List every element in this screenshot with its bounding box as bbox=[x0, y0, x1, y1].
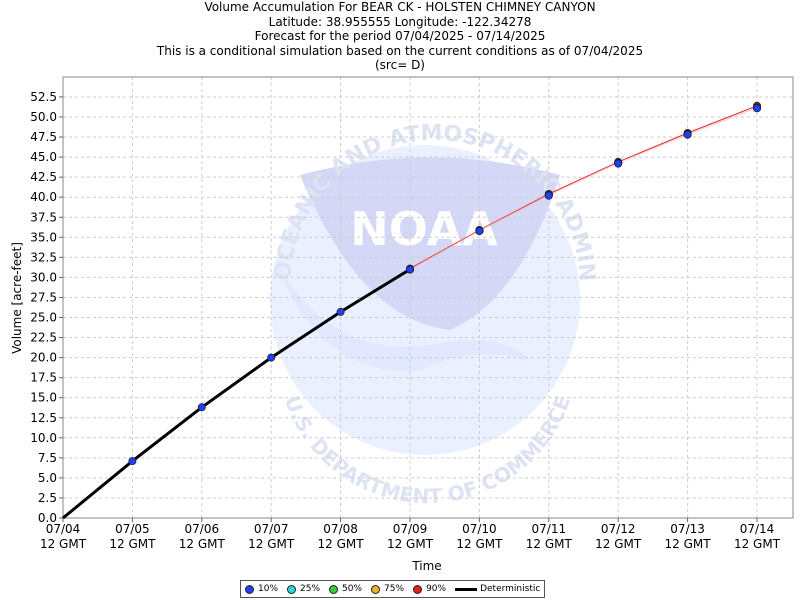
legend-marker-10 bbox=[245, 584, 254, 594]
point-10pct bbox=[336, 307, 345, 316]
x-tick-label-time: 12 GMT bbox=[40, 537, 87, 551]
x-tick-label-date: 07/07 bbox=[254, 522, 289, 536]
y-tick-label: 37.5 bbox=[30, 210, 57, 224]
y-tick-label: 22.5 bbox=[30, 331, 57, 345]
chart-legend: 10% 25% 50% 75% 90% Deterministic bbox=[240, 580, 546, 598]
point-10pct bbox=[267, 353, 276, 362]
y-tick-label: 47.5 bbox=[30, 130, 57, 144]
point-10pct bbox=[753, 104, 762, 113]
point-10pct bbox=[128, 457, 137, 466]
point-10pct bbox=[475, 226, 484, 235]
legend-label-10: 10% bbox=[258, 584, 279, 594]
point-10pct bbox=[544, 191, 553, 200]
x-tick-label-date: 07/06 bbox=[185, 522, 220, 536]
grid-lines bbox=[63, 77, 793, 518]
chart-subtitle-source: (src= D) bbox=[375, 58, 425, 72]
y-tick-label: 50.0 bbox=[30, 110, 57, 124]
series-lines bbox=[62, 105, 758, 520]
x-tick-label-date: 07/09 bbox=[393, 522, 428, 536]
legend-item-50: 50% bbox=[329, 584, 362, 594]
x-tick-label-date: 07/10 bbox=[462, 522, 497, 536]
x-tick-label-time: 12 GMT bbox=[387, 537, 434, 551]
y-tick-label: 30.0 bbox=[30, 270, 57, 284]
x-tick-label-time: 12 GMT bbox=[526, 537, 573, 551]
y-axis-label: Volume [acre-feet] bbox=[10, 242, 24, 354]
chart-subtitle-period: Forecast for the period 07/04/2025 - 07/… bbox=[254, 29, 546, 43]
legend-marker-deterministic bbox=[455, 587, 478, 591]
chart-subtitle-location: Latitude: 38.955555 Longitude: -122.3427… bbox=[268, 14, 532, 29]
legend-item-25: 25% bbox=[287, 584, 320, 594]
x-tick-label-date: 07/11 bbox=[532, 522, 567, 536]
legend-marker-90 bbox=[413, 584, 423, 594]
x-tick-label-date: 07/13 bbox=[670, 522, 705, 536]
x-tick-label-time: 12 GMT bbox=[665, 537, 712, 551]
series-line-25pct bbox=[409, 107, 758, 270]
noaa-watermark-logo: NOAA NATIONAL OCEANIC AND ATMOSPHERIC AD… bbox=[0, 0, 599, 508]
y-tick-label: 5.0 bbox=[38, 471, 57, 485]
y-tick-label: 35.0 bbox=[30, 230, 57, 244]
legend-item-deterministic: Deterministic bbox=[455, 584, 540, 594]
x-tick-label-time: 12 GMT bbox=[109, 537, 156, 551]
y-tick-label: 32.5 bbox=[30, 250, 57, 264]
point-10pct bbox=[405, 265, 414, 274]
watermark-noaa-text: NOAA bbox=[350, 202, 498, 256]
y-tick-label: 27.5 bbox=[30, 290, 57, 304]
legend-label-50: 50% bbox=[342, 584, 363, 594]
point-10pct bbox=[197, 403, 206, 412]
y-tick-label: 7.5 bbox=[38, 451, 57, 465]
x-tick-label-time: 12 GMT bbox=[179, 537, 226, 551]
series-line-75pct bbox=[409, 106, 758, 270]
y-tick-label: 15.0 bbox=[30, 391, 57, 405]
legend-label-deterministic: Deterministic bbox=[480, 584, 541, 594]
x-tick-label-time: 12 GMT bbox=[734, 537, 781, 551]
y-tick-label: 25.0 bbox=[30, 311, 57, 325]
y-tick-label: 52.5 bbox=[30, 90, 57, 104]
watermark-bird bbox=[300, 157, 560, 330]
series-line-50pct bbox=[409, 106, 758, 270]
x-axis-label: Time bbox=[411, 559, 441, 573]
y-tick-label: 40.0 bbox=[30, 190, 57, 204]
point-10pct bbox=[683, 130, 692, 139]
y-tick-label: 17.5 bbox=[30, 371, 57, 385]
series-line-deterministic bbox=[62, 268, 411, 520]
y-axis-ticks: 0.0 2.5 5.0 7.5 10.0 12.5 15.0 17.5 20.0 22.5 25.0… bbox=[30, 90, 63, 525]
x-tick-label-date: 07/05 bbox=[115, 522, 150, 536]
y-tick-label: 20.0 bbox=[30, 351, 57, 365]
y-tick-label: 42.5 bbox=[30, 170, 57, 184]
chart-subtitle-conditions: This is a conditional simulation based o… bbox=[156, 43, 644, 58]
y-tick-label: 10.0 bbox=[30, 431, 57, 445]
x-tick-label-date: 07/04 bbox=[46, 522, 81, 536]
y-tick-label: 45.0 bbox=[30, 150, 57, 164]
chart-titles: Volume Accumulation For BEAR CK - HOLSTE… bbox=[0, 0, 800, 73]
legend-item-75: 75% bbox=[371, 584, 404, 594]
x-tick-label-date: 07/14 bbox=[740, 522, 775, 536]
x-tick-label-date: 07/08 bbox=[323, 522, 358, 536]
legend-marker-75 bbox=[371, 584, 381, 594]
point-10pct bbox=[614, 159, 623, 168]
series-points bbox=[128, 101, 762, 466]
y-tick-label: 2.5 bbox=[38, 491, 57, 505]
x-tick-label-time: 12 GMT bbox=[318, 537, 365, 551]
y-tick-label: 0.0 bbox=[38, 511, 57, 525]
x-tick-label-date: 07/12 bbox=[601, 522, 636, 536]
series-line-90pct bbox=[409, 105, 758, 270]
legend-label-25: 25% bbox=[300, 584, 321, 594]
legend-item-10: 10% bbox=[245, 584, 278, 594]
x-tick-label-time: 12 GMT bbox=[456, 537, 503, 551]
y-tick-label: 12.5 bbox=[30, 411, 57, 425]
x-tick-label-time: 12 GMT bbox=[595, 537, 642, 551]
legend-marker-50 bbox=[329, 584, 339, 594]
legend-item-90: 90% bbox=[413, 584, 446, 594]
watermark-wave bbox=[275, 260, 530, 371]
x-tick-label-time: 12 GMT bbox=[248, 537, 295, 551]
chart-title: Volume Accumulation For BEAR CK - HOLSTE… bbox=[204, 0, 596, 14]
legend-label-75: 75% bbox=[384, 584, 405, 594]
legend-marker-25 bbox=[287, 584, 297, 594]
legend-label-90: 90% bbox=[426, 584, 447, 594]
